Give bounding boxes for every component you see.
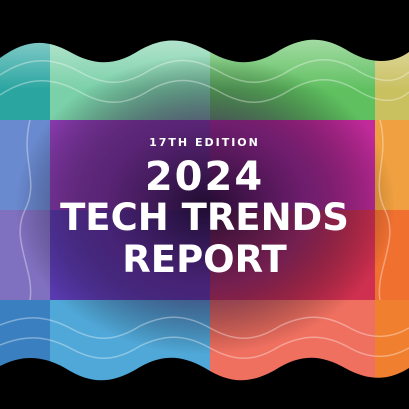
year: 2024 [145,154,264,200]
title-line-2: REPORT [122,238,287,281]
title-line-1: TECH TRENDS [60,196,349,239]
edition: 17TH EDITION [149,136,260,149]
